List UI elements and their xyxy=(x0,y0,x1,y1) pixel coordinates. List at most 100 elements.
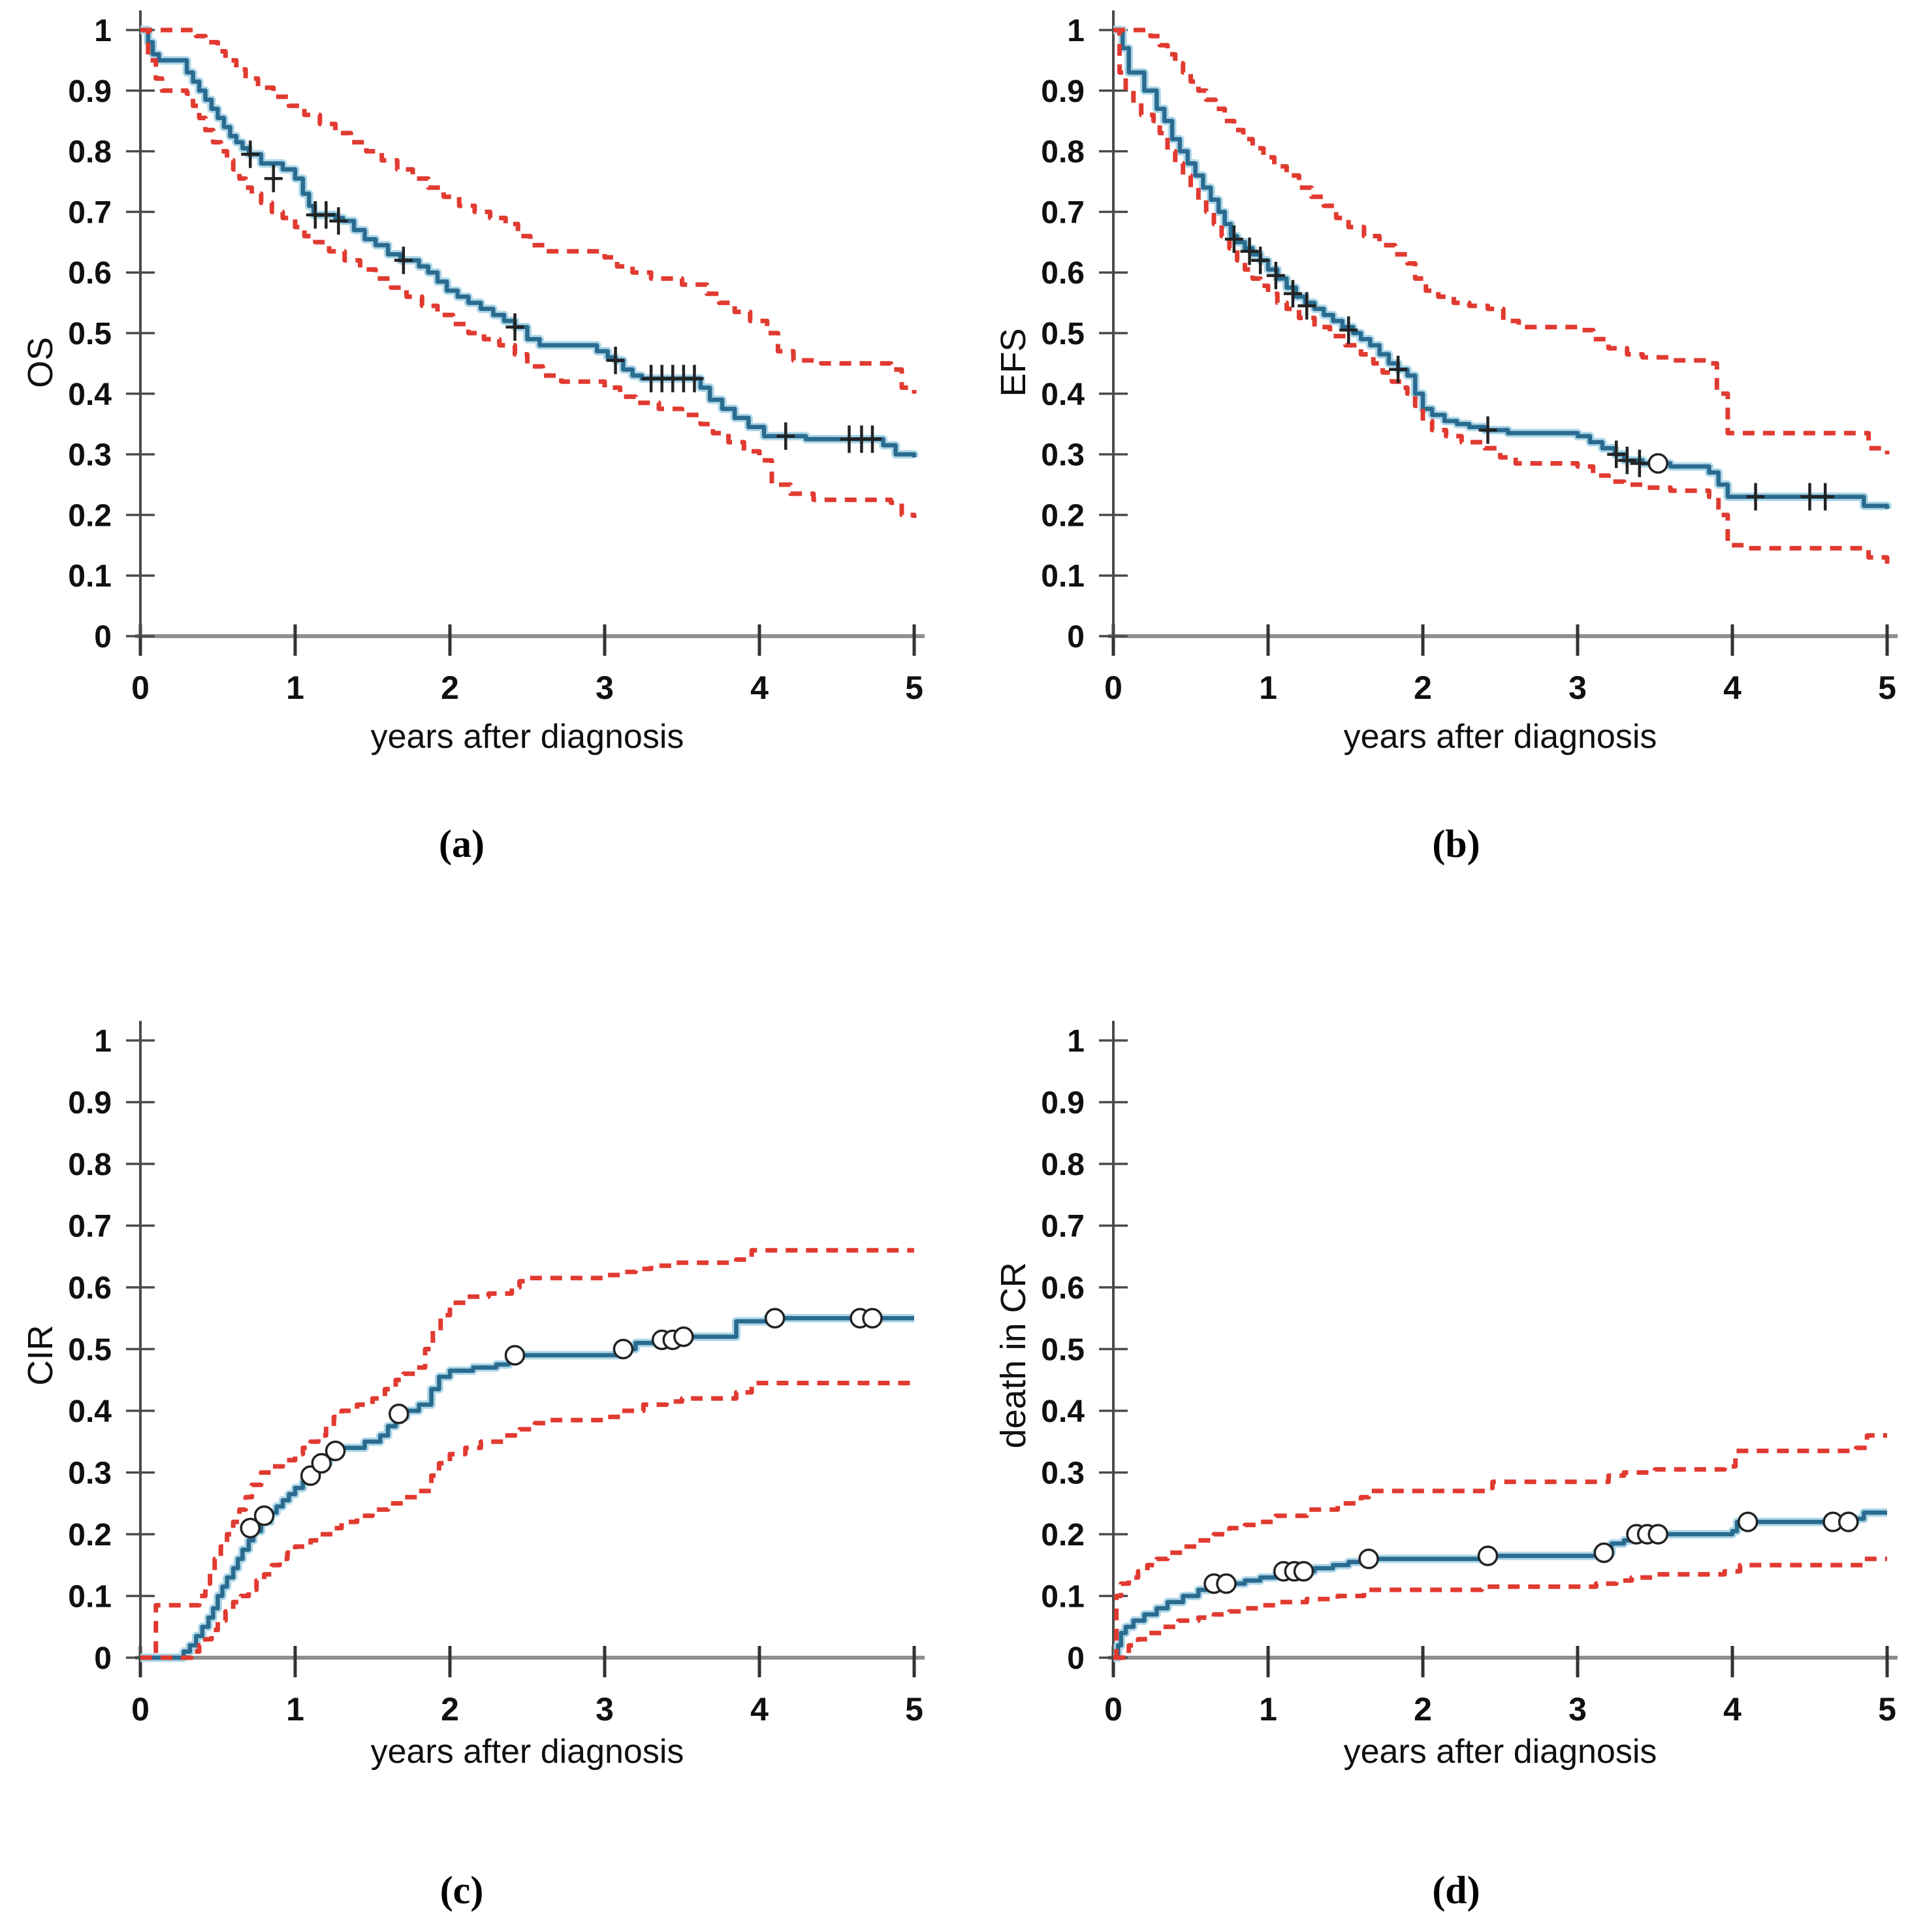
circle-event-icon xyxy=(862,1308,883,1328)
y-tick-label: 0.1 xyxy=(1041,1580,1085,1615)
x-tick-label: 3 xyxy=(1568,669,1587,706)
y-tick-label: 0.9 xyxy=(68,74,112,109)
circle-event-icon xyxy=(1647,1524,1668,1545)
censor-marks xyxy=(240,1308,883,1539)
circle-event-icon xyxy=(673,1326,694,1347)
x-tick-label: 4 xyxy=(1723,669,1742,706)
panel-d: 0 1 2 3 4 5 0 0.1 0.2 0.3 0.4 0.5 0.6 0.7 0.8 0.9 1 xyxy=(1041,1021,1898,1728)
y-tick-label: 0.2 xyxy=(68,498,112,533)
circle-event-icon xyxy=(1477,1545,1499,1566)
y-tick-label: 0.3 xyxy=(68,438,112,473)
x-tick-label: 1 xyxy=(1259,1691,1277,1728)
panel-a: 0 1 2 3 4 5 0 0.1 0.2 0.3 0.4 0.5 0.6 0.7 0.8 0.9 1 xyxy=(68,10,925,706)
circle-event-icon xyxy=(1593,1542,1615,1564)
circle-event-icon xyxy=(764,1308,786,1328)
y-tick-label: 0.7 xyxy=(1041,1210,1085,1244)
y-tick-label: 0.6 xyxy=(68,1271,112,1306)
ci-lower-curve xyxy=(1113,27,1890,567)
circle-event-icon xyxy=(1737,1511,1758,1532)
circle-event-icon xyxy=(1647,453,1668,474)
x-axis-label-d: years after diagnosis xyxy=(1343,1733,1657,1771)
censor-marks xyxy=(241,140,882,453)
y-tick-label: 0.5 xyxy=(1041,317,1085,351)
censor-marks xyxy=(1203,1511,1859,1594)
km-curve-halo xyxy=(140,25,919,459)
x-tick-label: 0 xyxy=(1104,669,1122,706)
x-tick-label: 1 xyxy=(286,669,304,706)
km-curve-halo xyxy=(140,1313,914,1662)
y-tick-label: 0.9 xyxy=(1041,1086,1085,1121)
y-tick-label: 0.4 xyxy=(68,1394,112,1429)
y-tick-label: 1 xyxy=(94,14,112,48)
x-tick-label: 5 xyxy=(1878,669,1896,706)
circle-event-icon xyxy=(612,1338,634,1360)
y-tick-label: 0.3 xyxy=(1041,438,1085,473)
y-tick-label: 0.7 xyxy=(1041,195,1085,230)
y-tick-label: 1 xyxy=(1067,14,1085,48)
y-tick-label: 0.8 xyxy=(68,135,112,170)
y-tick-label: 0.3 xyxy=(1041,1457,1085,1491)
ci-upper-curve xyxy=(1113,27,1890,455)
y-tick-label: 0.4 xyxy=(68,378,112,412)
circle-event-icon xyxy=(1216,1573,1237,1594)
km-curve-halo xyxy=(1113,25,1892,510)
x-tick-label: 5 xyxy=(905,669,923,706)
x-tick-label: 2 xyxy=(1414,669,1432,706)
x-tick-label: 5 xyxy=(905,1691,923,1728)
caption-panel-c: (c) xyxy=(439,1869,484,1912)
y-tick-label: 0.5 xyxy=(68,317,112,351)
caption-panel-b: (b) xyxy=(1432,822,1480,865)
y-axis-label-cir: CIR xyxy=(21,1325,60,1386)
y-tick-label: 0.4 xyxy=(1041,1394,1085,1429)
caption-panel-d: (d) xyxy=(1432,1869,1480,1912)
x-tick-label: 3 xyxy=(596,669,614,706)
x-tick-label: 0 xyxy=(131,669,150,706)
circle-event-icon xyxy=(1838,1511,1859,1532)
x-tick-label: 1 xyxy=(1259,669,1277,706)
y-tick-label: 0.8 xyxy=(68,1148,112,1182)
circle-event-icon xyxy=(1293,1560,1314,1582)
circle-event-icon xyxy=(1358,1549,1379,1570)
y-tick-label: 0.8 xyxy=(1041,135,1085,170)
y-axis-label-death-in-cr: death in CR xyxy=(994,1262,1033,1449)
y-tick-label: 1 xyxy=(1067,1024,1085,1059)
y-tick-label: 0.1 xyxy=(1041,559,1085,594)
y-tick-label: 0 xyxy=(94,620,112,654)
circle-event-icon xyxy=(504,1345,526,1366)
y-tick-label: 0.8 xyxy=(1041,1148,1085,1182)
y-axis-label-os: OS xyxy=(21,336,60,389)
y-tick-label: 0.1 xyxy=(68,559,112,594)
ci-lower-curve xyxy=(140,27,917,518)
circle-event-icon xyxy=(253,1505,275,1526)
x-tick-label: 0 xyxy=(1104,1691,1122,1728)
x-tick-label: 3 xyxy=(596,1691,614,1728)
censor-marks xyxy=(1224,225,1835,511)
y-tick-label: 0.4 xyxy=(1041,378,1085,412)
y-tick-label: 0 xyxy=(1067,1641,1085,1676)
panel-b: 0 1 2 3 4 5 0 0.1 0.2 0.3 0.4 0.5 0.6 0.7 0.8 0.9 1 xyxy=(1041,10,1898,706)
y-tick-label: 0 xyxy=(94,1641,112,1676)
x-tick-label: 2 xyxy=(441,1691,459,1728)
x-axis-label-c: years after diagnosis xyxy=(370,1733,684,1771)
x-axis-label-b: years after diagnosis xyxy=(1343,718,1657,756)
y-tick-label: 0.7 xyxy=(68,195,112,230)
y-tick-label: 0 xyxy=(1067,620,1085,654)
y-tick-label: 0.5 xyxy=(1041,1333,1085,1368)
x-tick-label: 2 xyxy=(441,669,459,706)
y-tick-label: 0.5 xyxy=(68,1333,112,1368)
x-tick-label: 0 xyxy=(131,1691,150,1728)
y-tick-label: 0.2 xyxy=(68,1518,112,1553)
x-tick-label: 4 xyxy=(750,1691,769,1728)
y-tick-label: 0.6 xyxy=(1041,1271,1085,1306)
circle-event-icon xyxy=(325,1440,346,1462)
ci-upper-curve xyxy=(140,1248,914,1660)
ci-upper-curve xyxy=(140,27,917,394)
x-axis-label-a: years after diagnosis xyxy=(370,718,684,756)
y-tick-label: 0.6 xyxy=(68,256,112,291)
y-tick-label: 0.1 xyxy=(68,1580,112,1615)
x-tick-label: 4 xyxy=(1723,1691,1742,1728)
y-tick-label: 0.6 xyxy=(1041,256,1085,291)
km-curve xyxy=(140,27,917,458)
